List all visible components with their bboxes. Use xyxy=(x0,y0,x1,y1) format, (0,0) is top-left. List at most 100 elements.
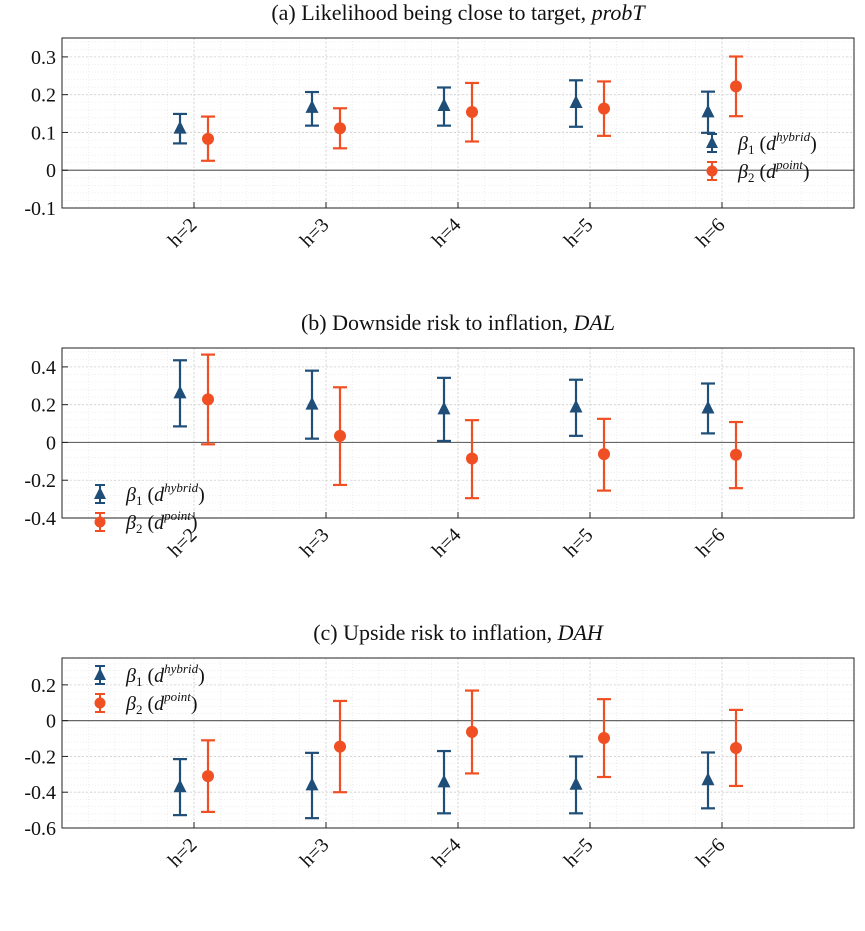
legend-entry: β1 (dhybrid) xyxy=(94,480,205,508)
y-tick-label: 0.4 xyxy=(31,357,56,379)
errorbar-point xyxy=(201,115,215,162)
x-tick-label: h=6 xyxy=(692,524,730,562)
errorbar-point xyxy=(465,81,479,143)
y-tick-label: 0 xyxy=(46,432,56,454)
errorbar-point xyxy=(597,698,611,779)
y-tick-label: -0.6 xyxy=(24,818,56,840)
chart-panel-b: (b) Downside risk to inflation, DAL -0.4… xyxy=(0,310,865,620)
errorbar-point xyxy=(201,739,215,813)
circle-marker xyxy=(334,429,346,442)
legend-label: β1 (dhybrid) xyxy=(125,661,205,689)
triangle-marker xyxy=(173,779,187,793)
triangle-marker xyxy=(701,400,715,414)
circle-marker xyxy=(334,740,346,753)
legend-circle-marker xyxy=(706,165,718,177)
triangle-marker xyxy=(701,772,715,786)
triangle-marker xyxy=(305,777,319,791)
errorbar-point xyxy=(437,376,451,443)
legend-circle-marker xyxy=(94,516,106,528)
legend-triangle-marker xyxy=(94,487,106,499)
y-tick-label: -0.2 xyxy=(24,746,56,768)
errorbar-point xyxy=(729,55,743,118)
errorbar-point xyxy=(437,749,451,815)
circle-marker xyxy=(598,731,610,744)
errorbar-point xyxy=(729,420,743,490)
y-tick-label: -0.2 xyxy=(24,470,56,492)
errorbar-point xyxy=(569,378,583,437)
errorbar-point xyxy=(729,708,743,788)
circle-marker xyxy=(334,122,346,135)
x-tick-label: h=2 xyxy=(164,834,202,872)
errorbar-point xyxy=(333,386,347,487)
y-tick-label: 0.2 xyxy=(31,675,56,697)
errorbar-point xyxy=(701,751,715,810)
y-tick-label: 0 xyxy=(46,160,56,182)
x-tick-label: h=3 xyxy=(296,214,334,252)
circle-marker xyxy=(598,448,610,461)
triangle-marker xyxy=(305,99,319,113)
x-tick-label: h=3 xyxy=(296,834,334,872)
x-tick-label: h=4 xyxy=(428,524,466,562)
errorbar-point xyxy=(701,90,715,134)
x-tick-label: h=6 xyxy=(692,214,730,252)
errorbar-point xyxy=(437,86,451,127)
legend-triangle-marker xyxy=(706,136,718,148)
y-tick-label: 0.2 xyxy=(31,85,56,107)
circle-marker xyxy=(202,393,214,406)
errorbar-point xyxy=(201,353,215,446)
errorbar-point xyxy=(569,79,583,128)
triangle-marker xyxy=(173,120,187,134)
chart-svg: -0.4-0.200.20.4h=2 h=3 h=4 h=5 h=6β1 (dhybri… xyxy=(24,347,855,562)
errorbar-point xyxy=(701,382,715,435)
errorbar-point xyxy=(305,369,319,440)
errorbar-point xyxy=(333,107,347,150)
triangle-marker xyxy=(437,98,451,111)
y-tick-label: 0 xyxy=(46,711,56,733)
legend-label: β2 (dpoint) xyxy=(125,508,198,536)
legend-label: β1 (dhybrid) xyxy=(125,480,205,508)
x-tick-label: h=6 xyxy=(692,834,730,872)
triangle-marker xyxy=(437,401,451,415)
x-tick-label: h=4 xyxy=(428,834,466,872)
legend-label: β2 (dpoint) xyxy=(125,689,198,717)
x-tick-label: h=5 xyxy=(560,524,598,562)
x-tick-label: h=5 xyxy=(560,214,598,252)
triangle-marker xyxy=(173,385,187,399)
errorbar-point xyxy=(333,699,347,794)
triangle-marker xyxy=(437,774,451,788)
errorbar-point xyxy=(569,755,583,815)
circle-marker xyxy=(730,448,742,461)
circle-marker xyxy=(466,106,478,119)
errorbar-point xyxy=(173,112,187,145)
circle-marker xyxy=(730,742,742,755)
circle-marker xyxy=(202,770,214,783)
circle-marker xyxy=(598,102,610,115)
legend-label: β2 (dpoint) xyxy=(737,157,810,185)
chart-svg: -0.6 -0.4 -0.2 0 0.2 h=2 h=3 h=4 h=5 h=6 β1 (dhybr… xyxy=(24,657,855,872)
x-tick-label: h=3 xyxy=(296,524,334,562)
errorbar-point xyxy=(173,359,187,428)
triangle-marker xyxy=(305,396,319,410)
chart-title-variable: DAH xyxy=(557,620,603,645)
y-tick-label: -0.4 xyxy=(24,508,56,530)
chart-panel-c: (c) Upside risk to inflation, DAH -0.6 -0… xyxy=(0,620,865,930)
x-tick-label: h=2 xyxy=(164,214,202,252)
legend-entry: β2 (dpoint) xyxy=(706,157,810,185)
errorbar-point xyxy=(173,758,187,817)
legend-entry: β1 (dhybrid) xyxy=(706,129,817,157)
circle-marker xyxy=(202,132,214,145)
errorbar-point xyxy=(465,689,479,775)
errorbar-point xyxy=(597,417,611,492)
x-tick-label: h=5 xyxy=(560,834,598,872)
y-tick-label: 0.1 xyxy=(31,122,56,144)
chart-title: (c) Upside risk to inflation, DAH xyxy=(62,620,854,646)
x-tick-label: h=4 xyxy=(428,214,466,252)
errorbar-point xyxy=(597,80,611,137)
legend-triangle-marker xyxy=(94,668,106,680)
errorbar-point xyxy=(305,751,319,820)
chart-panel-a: (a) Likelihood being close to target, pr… xyxy=(0,0,865,310)
chart-title: (b) Downside risk to inflation, DAL xyxy=(62,310,854,336)
chart-title-text: (a) Likelihood being close to target, xyxy=(271,0,587,25)
legend-label: β1 (dhybrid) xyxy=(737,129,817,157)
triangle-marker xyxy=(569,94,583,108)
